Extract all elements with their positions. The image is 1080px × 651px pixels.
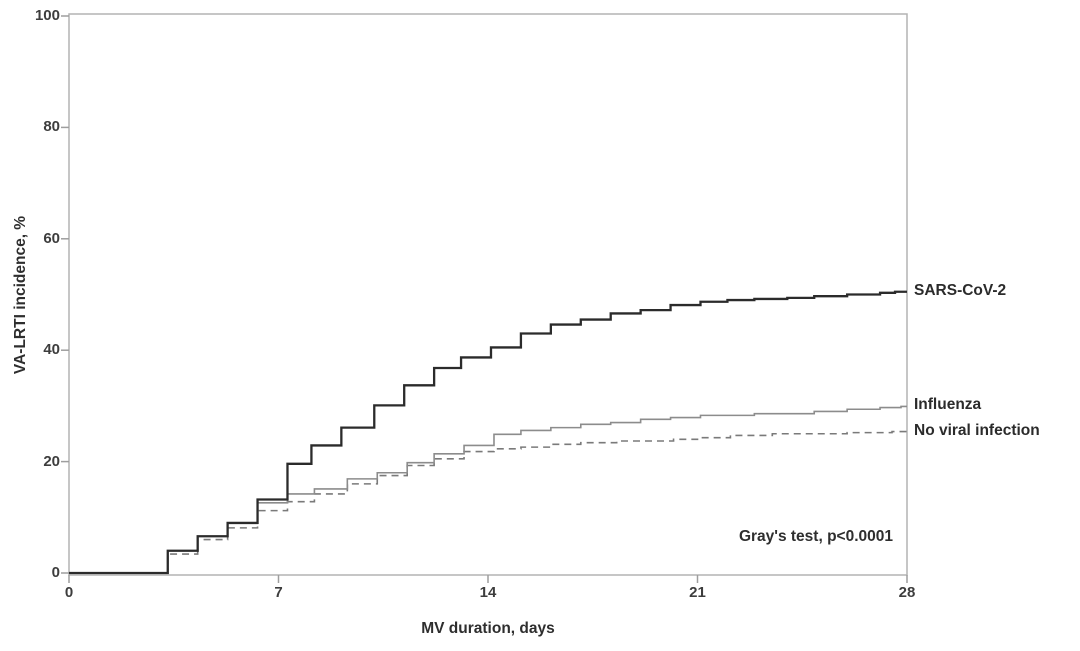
x-tick-label-28: 28 [898, 584, 916, 601]
y-tick-label-0: 0 [51, 564, 60, 581]
series-label-no-viral-infection: No viral infection [914, 421, 1040, 439]
curve-sars-cov-2 [69, 290, 907, 575]
x-tick-label-7: 7 [274, 584, 283, 601]
y-tick-label-20: 20 [43, 452, 60, 470]
series-label-influenza: Influenza [914, 396, 982, 414]
x-axis-title: MV duration, days [421, 620, 555, 637]
x-tick-label-21: 21 [689, 584, 706, 601]
y-tick-label-40: 40 [43, 341, 60, 359]
y-tick-label-80: 80 [43, 118, 60, 136]
curve-influenza [69, 405, 907, 574]
grays-test-annotation: Gray's test, p<0.0001 [738, 528, 893, 545]
x-tick-label-14: 14 [479, 584, 497, 601]
y-tick-label-100: 100 [34, 7, 60, 24]
y-tick-label-60: 60 [43, 229, 60, 247]
x-tick-label-0: 0 [64, 584, 74, 601]
series-label-sars-cov-2: SARS-CoV-2 [914, 281, 1007, 299]
